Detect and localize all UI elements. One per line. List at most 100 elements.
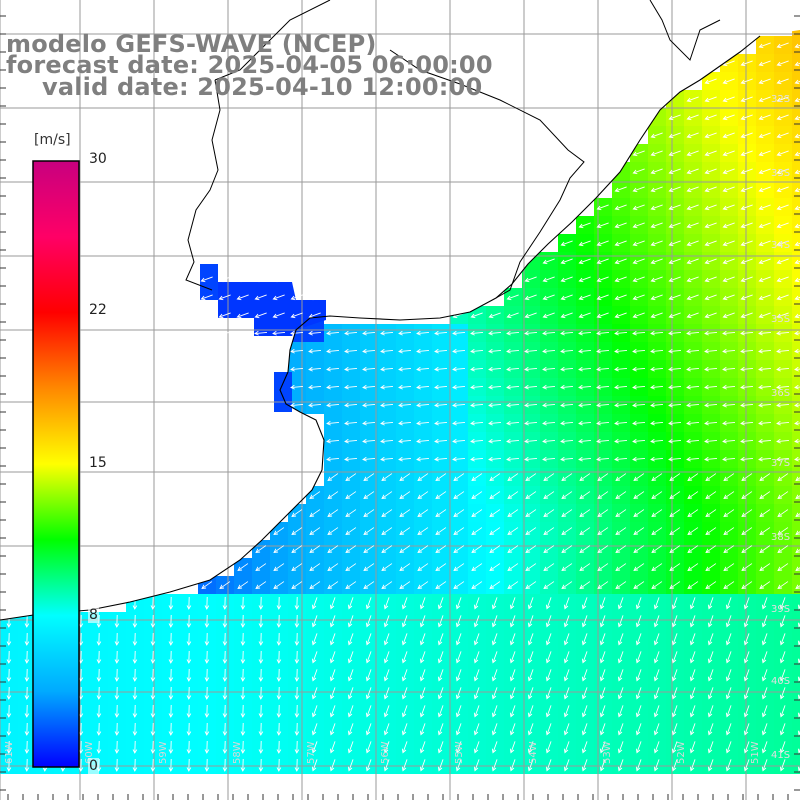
wind-arrow: [723, 563, 735, 571]
wind-arrow: [776, 222, 789, 229]
wind-arrow: [470, 420, 484, 426]
lon-label: 55W: [454, 741, 465, 764]
wind-arrow: [311, 669, 318, 682]
wind-speed-cell: [792, 126, 800, 144]
wind-arrow: [453, 491, 465, 499]
wind-arrow: [722, 222, 735, 229]
wind-arrow: [560, 276, 573, 283]
wind-arrow: [237, 563, 249, 571]
wind-arrow: [671, 687, 678, 700]
lon-label: 57W: [306, 741, 317, 764]
wind-arrow: [761, 705, 768, 718]
wind-arrow: [527, 687, 534, 700]
wind-arrow: [635, 615, 642, 628]
wind-arrow: [542, 402, 556, 408]
wind-arrow: [488, 348, 502, 354]
wind-arrow: [308, 330, 322, 336]
wind-arrow: [473, 741, 480, 754]
wind-arrow: [398, 456, 412, 462]
wind-arrow: [725, 615, 732, 628]
wind-arrow: [311, 741, 318, 754]
wind-arrow: [380, 438, 394, 444]
wind-arrow: [401, 597, 408, 610]
wind-arrow: [309, 563, 321, 571]
wind-arrow: [687, 491, 699, 499]
wind-arrow: [491, 651, 498, 664]
wind-arrow: [704, 150, 717, 157]
wind-arrow: [671, 651, 678, 664]
lon-label: 54W: [528, 741, 539, 764]
wind-arrow: [669, 491, 681, 499]
wind-arrow: [543, 527, 555, 535]
wind-arrow: [704, 420, 718, 426]
wind-arrow: [416, 366, 430, 372]
wind-arrow: [740, 258, 753, 265]
wind-arrow: [365, 651, 372, 664]
wind-arrow: [581, 723, 588, 736]
wind-speed-cell: [792, 72, 800, 90]
wind-arrow: [326, 420, 340, 426]
wind-speed-cell: [792, 702, 800, 720]
wind-arrow: [327, 491, 339, 499]
wind-arrow: [329, 597, 336, 610]
wind-arrow: [794, 187, 800, 193]
wind-arrow: [401, 723, 408, 736]
wind-arrow: [254, 294, 267, 301]
wind-arrow: [132, 650, 138, 664]
wind-arrow: [291, 509, 303, 517]
wind-arrow: [614, 420, 628, 426]
wind-arrow: [326, 366, 340, 372]
wind-arrow: [311, 633, 318, 646]
wind-arrow: [795, 530, 800, 535]
wind-arrow: [650, 456, 664, 462]
wind-arrow: [689, 687, 696, 700]
wind-arrow: [24, 614, 30, 628]
wind-arrow: [168, 686, 174, 700]
wind-arrow: [294, 632, 300, 646]
wind-arrow: [525, 509, 537, 517]
wind-arrow: [488, 312, 501, 319]
wind-arrow: [399, 527, 411, 535]
wind-arrow: [132, 632, 138, 646]
wind-arrow: [290, 330, 304, 336]
wind-arrow: [509, 759, 516, 772]
wind-arrow: [581, 651, 588, 664]
wind-arrow: [651, 545, 663, 553]
wind-arrow: [329, 669, 336, 682]
wind-arrow: [383, 759, 390, 772]
wind-arrow: [417, 581, 429, 589]
wind-arrow: [704, 294, 717, 301]
coastline: [0, 0, 761, 621]
wind-arrow: [668, 186, 681, 193]
wind-arrow: [398, 438, 412, 444]
wind-arrow: [362, 330, 376, 336]
wind-arrow: [779, 705, 786, 718]
wind-arrow: [506, 366, 520, 372]
wind-arrow: [650, 204, 663, 211]
wind-arrow: [525, 473, 537, 481]
wind-arrow: [599, 723, 606, 736]
wind-arrow: [507, 563, 519, 571]
wind-arrow: [743, 687, 750, 700]
wind-arrow: [294, 614, 300, 628]
wind-arrow: [563, 669, 570, 682]
wind-speed-cell: [792, 522, 800, 540]
wind-arrow: [722, 150, 735, 157]
wind-arrow: [96, 668, 102, 682]
wind-arrow: [240, 758, 246, 772]
wind-arrow: [470, 330, 484, 336]
wind-arrow: [452, 420, 466, 426]
wind-arrow: [453, 563, 465, 571]
wind-arrow: [24, 650, 30, 664]
wind-arrow: [473, 669, 480, 682]
wind-arrow: [650, 150, 663, 157]
wind-arrow: [776, 78, 789, 85]
wind-arrow: [381, 545, 393, 553]
wind-arrow: [419, 669, 426, 682]
wind-arrow: [669, 563, 681, 571]
wind-arrow: [24, 740, 30, 754]
wind-speed-cell: [792, 468, 800, 486]
wind-arrow: [758, 294, 771, 301]
wind-arrow: [705, 545, 717, 553]
